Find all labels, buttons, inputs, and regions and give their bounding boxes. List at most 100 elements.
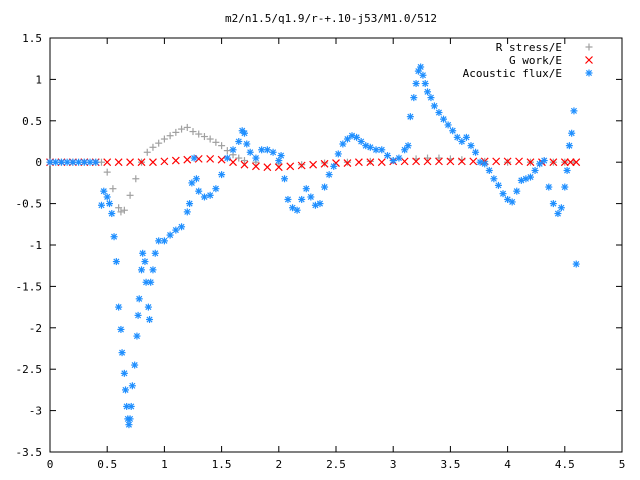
data-point <box>138 266 146 274</box>
data-point <box>316 200 324 208</box>
y-tick-label: 1.5 <box>22 32 42 45</box>
data-point <box>125 421 133 429</box>
data-point <box>146 316 154 324</box>
data-point <box>406 113 414 121</box>
data-point <box>307 193 315 201</box>
data-point <box>321 183 329 191</box>
data-point <box>127 402 135 410</box>
data-point <box>412 157 421 166</box>
legend-marker <box>585 56 593 64</box>
data-point <box>372 146 380 154</box>
y-tick-label: -2.5 <box>16 363 43 376</box>
legend-marker <box>585 69 593 77</box>
data-point <box>246 148 254 156</box>
data-point <box>151 249 159 257</box>
data-point <box>423 157 432 166</box>
data-point <box>212 138 220 146</box>
data-point <box>188 179 196 187</box>
data-point <box>274 163 283 172</box>
axes: 0 0.5 1 1.5 2 2.5 3 3.5 4 4.5 5 -3.5 -3 -2.5 -2 -1.5 -1 -… <box>16 32 626 471</box>
series-0 <box>46 123 578 216</box>
data-point <box>240 157 248 165</box>
data-point <box>531 166 539 174</box>
data-point <box>183 208 191 216</box>
data-point <box>343 159 352 167</box>
data-point <box>503 157 512 166</box>
data-point <box>343 135 351 143</box>
x-tick-label: 5 <box>619 458 626 471</box>
data-point <box>513 187 521 195</box>
data-point <box>218 171 226 179</box>
data-point <box>166 231 174 239</box>
data-point <box>410 94 418 102</box>
data-point <box>240 129 248 137</box>
data-point <box>171 156 180 165</box>
data-point <box>115 303 123 311</box>
data-point <box>192 175 200 183</box>
data-point <box>417 63 425 71</box>
data-point <box>293 206 301 214</box>
data-point <box>366 158 375 167</box>
y-tick-label: -2 <box>29 322 42 335</box>
series-layer <box>46 63 581 429</box>
data-point <box>223 147 231 155</box>
data-point <box>183 155 192 164</box>
data-point <box>195 130 203 138</box>
data-point <box>354 158 363 167</box>
data-point <box>251 162 260 171</box>
y-tick-label: 0.5 <box>22 115 42 128</box>
data-point <box>144 303 152 311</box>
data-point <box>549 158 558 167</box>
data-point <box>263 146 271 154</box>
data-point <box>389 157 397 165</box>
data-point <box>120 206 128 214</box>
data-point <box>269 148 277 156</box>
legend-label: R stress/E <box>496 41 562 54</box>
data-point <box>126 158 135 167</box>
data-point <box>325 171 333 179</box>
data-point <box>440 115 448 123</box>
data-point <box>160 135 168 143</box>
data-point <box>462 133 470 141</box>
x-tick-label: 3.5 <box>440 458 460 471</box>
data-point <box>117 208 125 216</box>
plot-frame <box>49 37 623 453</box>
data-point <box>563 166 571 174</box>
data-point <box>472 148 480 156</box>
data-point <box>566 158 575 167</box>
data-point <box>200 133 208 141</box>
series-2 <box>46 63 580 429</box>
data-point <box>160 157 169 166</box>
data-point <box>103 193 111 201</box>
data-point <box>469 157 478 166</box>
data-point <box>115 204 123 212</box>
data-point <box>435 109 443 117</box>
data-point <box>412 80 420 88</box>
x-tick-label: 1 <box>161 458 168 471</box>
data-point <box>200 193 208 201</box>
data-point <box>430 102 438 110</box>
x-tick-label: 3 <box>390 458 397 471</box>
x-tick-label: 4.5 <box>555 458 575 471</box>
data-point <box>114 158 123 167</box>
data-point <box>421 80 429 88</box>
x-tick-label: 2.5 <box>326 458 346 471</box>
data-point <box>554 210 562 218</box>
y-tick-label: -3 <box>29 405 42 418</box>
data-point <box>103 158 112 167</box>
data-point <box>206 135 214 143</box>
data-point <box>467 142 475 150</box>
data-point <box>86 158 94 166</box>
data-point <box>499 190 507 198</box>
data-point <box>139 249 147 257</box>
data-point <box>515 157 523 166</box>
data-point <box>526 173 534 181</box>
data-point <box>97 201 105 209</box>
data-point <box>404 142 412 150</box>
data-point <box>449 127 457 135</box>
y-tick-label: -3.5 <box>16 446 43 459</box>
data-point <box>166 132 174 140</box>
data-point <box>126 415 134 423</box>
data-point <box>172 128 180 136</box>
